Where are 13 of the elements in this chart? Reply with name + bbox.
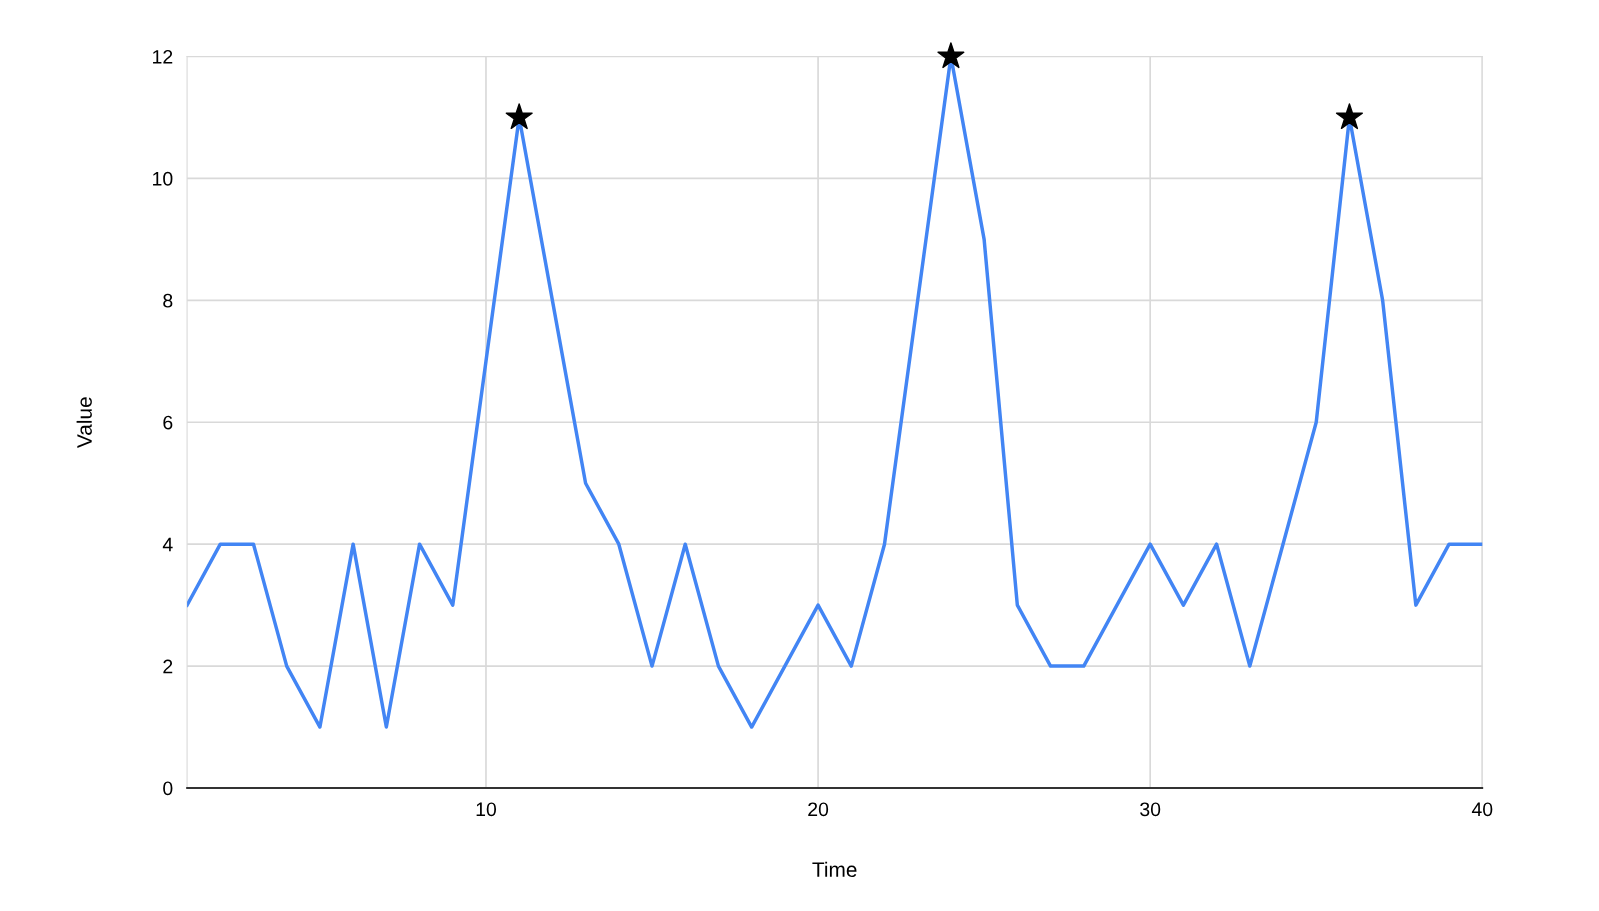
x-tick-label: 20 — [808, 802, 829, 817]
y-tick-label: 6 — [163, 415, 173, 430]
y-tick-label: 12 — [153, 49, 173, 64]
y-axis-title: Value — [76, 397, 92, 449]
x-axis-title: Time — [812, 861, 857, 877]
y-tick-label: 8 — [163, 293, 173, 308]
y-tick-label: 10 — [153, 171, 173, 186]
y-tick-label: 4 — [162, 537, 173, 552]
x-tick-label: 30 — [1140, 802, 1161, 817]
y-tick-label: 2 — [163, 659, 173, 674]
y-tick-label: 0 — [163, 781, 173, 796]
x-tick-label: 40 — [1471, 802, 1493, 817]
x-tick-label: 10 — [476, 802, 497, 817]
